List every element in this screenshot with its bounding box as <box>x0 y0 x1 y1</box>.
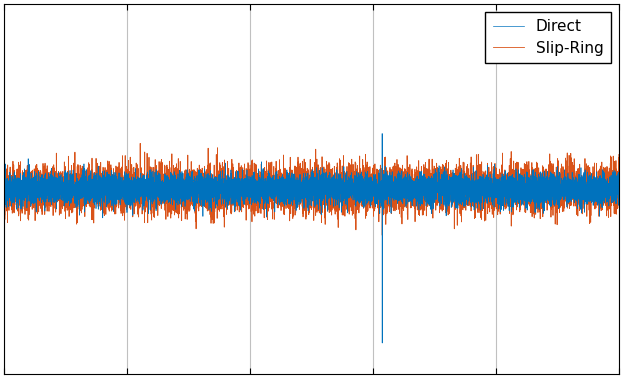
Legend: Direct, Slip-Ring: Direct, Slip-Ring <box>485 12 611 63</box>
Direct <box>26 195 34 200</box>
Line: Slip-Ring: Slip-Ring <box>4 143 619 235</box>
Slip-Ring <box>26 173 34 178</box>
Direct <box>121 184 128 189</box>
Direct <box>37 189 45 193</box>
Direct <box>1 188 8 193</box>
Slip-Ring <box>136 141 144 146</box>
Slip-Ring <box>583 161 590 166</box>
Slip-Ring <box>37 197 45 201</box>
Slip-Ring <box>1 164 8 169</box>
Slip-Ring <box>121 178 128 183</box>
Slip-Ring <box>301 198 308 202</box>
Direct <box>583 189 590 193</box>
Line: Direct: Direct <box>4 133 619 343</box>
Slip-Ring <box>615 152 622 157</box>
Direct <box>379 341 386 345</box>
Direct <box>378 131 386 136</box>
Slip-Ring <box>3 189 11 194</box>
Direct <box>3 184 11 189</box>
Direct <box>615 182 622 186</box>
Slip-Ring <box>379 233 386 237</box>
Direct <box>301 205 308 209</box>
